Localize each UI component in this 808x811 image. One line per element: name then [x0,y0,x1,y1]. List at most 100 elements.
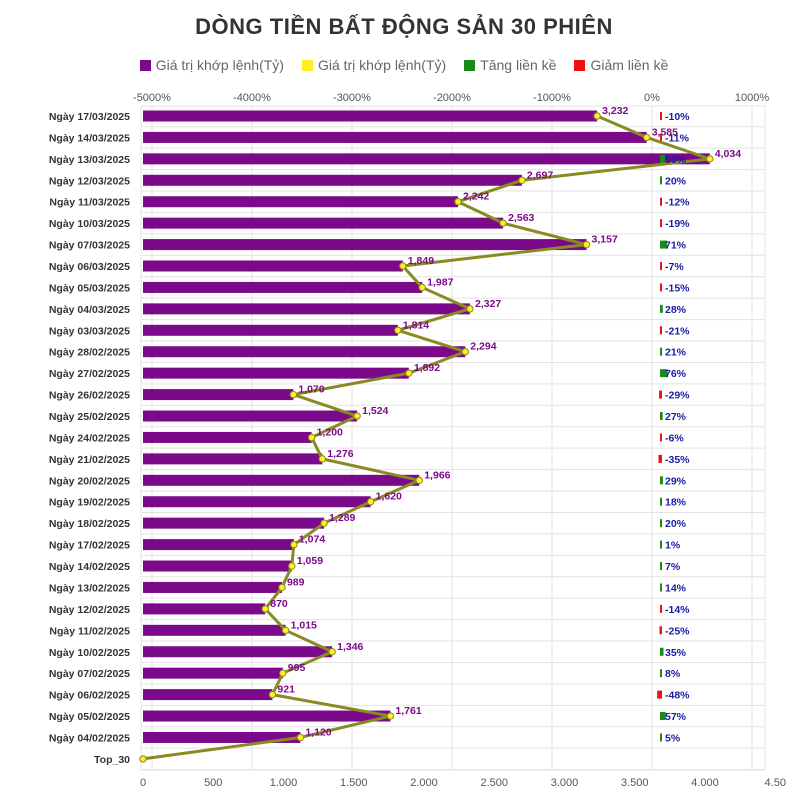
value-label: 4,034 [715,148,741,160]
value-marker [320,519,328,527]
change-label: -48% [665,690,690,702]
change-label: 20% [665,175,687,187]
legend-label-down: Giảm liền kề [590,57,669,73]
value-bar [143,346,466,358]
legend-label-line: Giá trị khớp lệnh(Tỷ) [317,57,447,73]
value-label: 2,242 [463,191,489,203]
value-label: 1,892 [414,362,440,374]
value-bar [143,324,398,336]
change-label: 29% [665,475,687,487]
category-label: Ngày 14/03/2025 [49,132,130,144]
value-marker [461,348,470,356]
change-bar-down [659,326,662,335]
value-label: 3,585 [652,126,678,138]
legend-item-bar[interactable]: Giá trị khớp lệnh(Tỷ) [139,57,284,73]
change-bar-up [660,733,662,742]
value-bar [143,131,647,143]
category-label: Ngày 05/02/2025 [49,711,130,723]
change-label: -25% [665,625,690,637]
change-label: -12% [665,197,690,209]
change-bar-down [660,112,662,120]
value-label: 3,157 [592,234,618,246]
value-marker [278,583,286,592]
category-label: Ngày 10/03/2025 [49,218,130,230]
change-label: 20% [665,518,687,530]
value-marker [288,562,296,570]
top-axis-tick-label: -4000% [233,92,271,104]
change-bar-down [660,197,662,206]
value-bar [143,603,266,615]
category-label: Ngày 27/02/2025 [49,368,130,380]
value-bar [143,281,423,293]
change-bar-up [660,304,663,313]
value-bar [143,624,286,636]
category-label: Ngày 04/02/2025 [49,732,130,744]
value-label: 870 [270,598,288,610]
change-bar-up [660,519,662,528]
bottom-axis-tick-label: 3.000 [551,777,579,789]
change-label: -21% [665,325,690,337]
value-label: 1,620 [376,491,402,503]
value-bar [143,667,283,679]
value-marker [279,669,287,677]
value-label: 1,276 [327,448,353,460]
value-bar [143,217,504,229]
category-label: Top_30 [94,754,130,766]
value-marker [318,455,326,463]
change-bar-up [660,476,663,485]
value-marker [289,390,298,399]
value-marker [353,412,361,420]
value-marker [386,712,395,720]
category-label: Ngày 25/02/2025 [49,411,130,423]
legend-swatch-line [301,59,313,71]
change-bar-up [660,540,662,549]
value-bar [143,431,312,443]
category-label: Ngày 11/02/2025 [49,625,130,637]
change-label: 5% [665,732,681,744]
change-bar-down [660,133,662,142]
change-bar-down [660,604,662,613]
change-bar-down [658,454,662,463]
value-marker [281,626,290,635]
value-marker [366,498,375,506]
value-label: 989 [287,576,305,588]
value-bar [143,303,470,315]
change-label: 57% [665,711,687,723]
value-marker [706,155,714,163]
change-label: 21% [665,347,687,359]
change-bar-up [660,176,662,185]
legend-item-up[interactable]: Tăng liền kề [464,57,556,73]
change-bar-down [660,283,662,292]
value-bar [143,196,459,208]
value-marker [518,176,526,184]
value-bar [143,153,710,165]
value-bar [143,239,587,251]
change-label: 76% [665,368,687,380]
change-label: 18% [665,497,687,509]
value-marker [466,305,474,313]
value-label: 1,966 [424,469,450,481]
legend-item-down[interactable]: Giảm liền kề [574,57,668,73]
bottom-axis-tick-label: 3.500 [621,777,649,789]
change-label: -14% [665,604,690,616]
category-label: Ngày 26/02/2025 [49,390,130,402]
category-label: Ngày 05/03/2025 [49,282,130,294]
change-label: 1% [665,540,681,552]
change-bar-down [657,690,662,699]
value-bar [143,581,282,593]
value-marker [415,476,423,485]
bottom-axis-tick-label: 4.50 [765,777,786,789]
change-label: 7% [665,561,681,573]
value-label: 1,120 [305,726,331,738]
legend-item-line[interactable]: Giá trị khớp lệnh(Tỷ) [301,57,447,73]
value-label: 1,524 [362,405,388,417]
category-label: Ngày 06/03/2025 [49,261,130,273]
category-label: Ngày 13/02/2025 [49,582,130,594]
change-bar-up [660,347,663,356]
category-label: Ngày 17/02/2025 [49,540,130,552]
value-bar [143,260,403,272]
chart-title: DÒNG TIỀN BẤT ĐỘNG SẢN 30 PHIÊN [195,14,613,39]
value-marker [418,283,426,292]
change-bar-up [660,669,662,678]
